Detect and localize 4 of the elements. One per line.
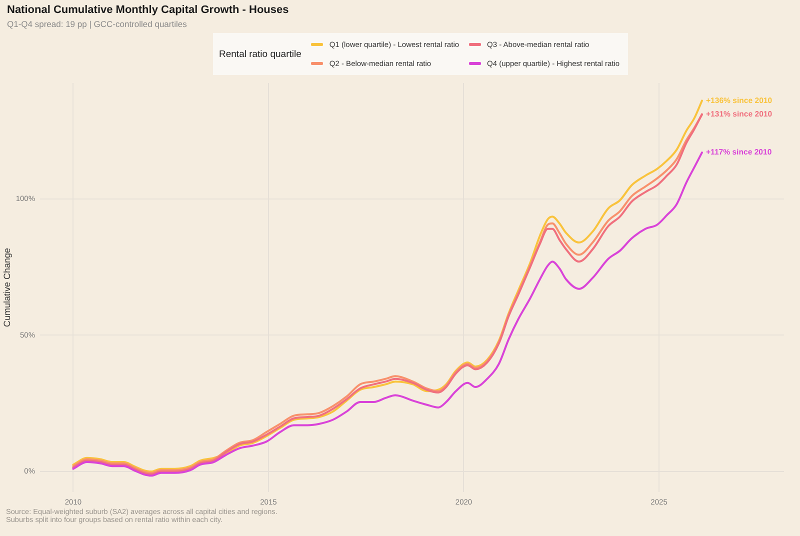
chart-subtitle: Q1-Q4 spread: 19 pp | GCC-controlled quartiles: [7, 19, 187, 29]
y-axis-title: Cumulative Change: [2, 248, 12, 328]
chart-title: National Cumulative Monthly Capital Growth - Houses: [7, 4, 289, 16]
legend-title: Rental ratio quartile: [219, 48, 302, 60]
